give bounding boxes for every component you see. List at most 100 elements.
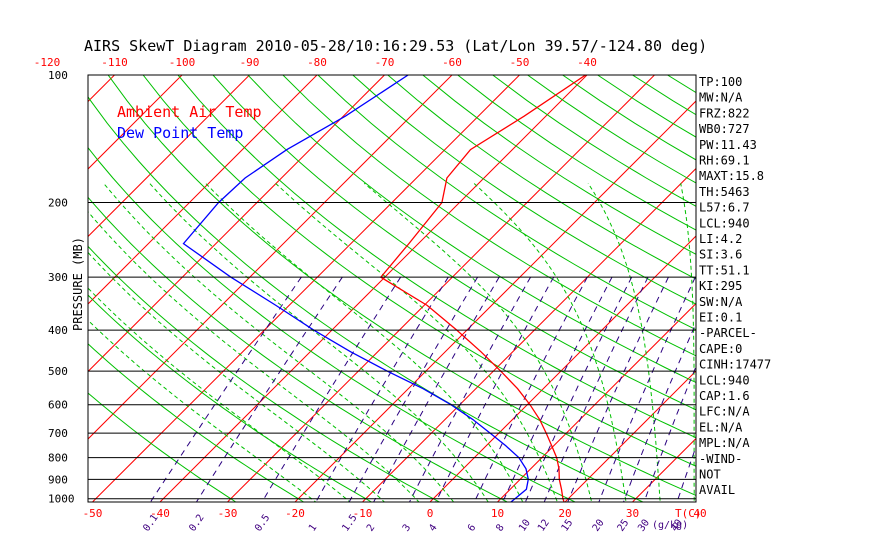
mixing-ratio-line [408, 276, 531, 502]
mixing-ratio-tick-label: 20 [591, 518, 607, 534]
mixing-ratio-tick-label: 0.5 [253, 513, 272, 534]
mixing-ratio-tick-label: 12 [536, 518, 552, 534]
mixing-ratio-line [543, 276, 649, 502]
moist-adiabat-line [88, 287, 351, 502]
index-label: SI:3.6 [699, 248, 742, 262]
data-series [182, 75, 586, 502]
chart-title: AIRS SkewT Diagram 2010-05-28/10:16:29.5… [84, 37, 707, 55]
mixing-ratio-tick-label: 10 [517, 518, 533, 534]
dry-adiabat-line [317, 75, 696, 331]
dry-adiabat-line [282, 75, 696, 357]
mixing-ratio-line [524, 276, 633, 502]
mixing-ratio-line [567, 276, 669, 502]
index-label: TP:100 [699, 75, 742, 89]
bottom-temp-tick-label: 10 [491, 507, 504, 520]
top-temp-tick-label: -90 [240, 56, 260, 69]
pressure-tick-label: 500 [48, 365, 68, 378]
dry-adiabat-line [387, 75, 696, 280]
moist-adiabat-line [473, 182, 627, 502]
pressure-tick-label: 100 [48, 69, 68, 82]
bottom-temp-tick-label: 30 [626, 507, 639, 520]
mixing-ratio-line [473, 276, 588, 502]
dry-adiabat-line [247, 75, 696, 384]
index-label: CAP:1.6 [699, 389, 750, 403]
top-temp-tick-label: -40 [577, 56, 597, 69]
pressure-tick-label: 400 [48, 324, 68, 337]
mixing-ratio-line [643, 365, 696, 502]
index-label: TH:5463 [699, 185, 750, 199]
dry-adiabat-line [177, 75, 696, 439]
isotherm-line [564, 370, 696, 502]
bottom-temp-tick-label: -50 [83, 507, 103, 520]
mixing-ratio-tick-label: 3 [401, 522, 413, 533]
index-label: NOT [699, 468, 721, 482]
mixing-ratio-line [598, 276, 696, 502]
top-temp-tick-label: -110 [101, 56, 128, 69]
mixing-ratio-tick-label: 6 [466, 522, 478, 533]
index-label: -WIND- [699, 452, 742, 466]
top-temp-tick-label: -60 [442, 56, 462, 69]
isotherm-line [0, 75, 47, 502]
moist-adiabat-line [363, 182, 593, 502]
moist-adiabat-line [587, 182, 661, 502]
mixing-ratio-line [676, 445, 696, 502]
index-label: RH:69.1 [699, 154, 750, 168]
index-label: LFC:N/A [699, 405, 750, 419]
dry-adiabat-line [212, 75, 696, 411]
moist-adiabat-line [88, 210, 420, 502]
index-label: FRZ:822 [699, 106, 750, 120]
bottom-temp-tick-label: -30 [218, 507, 238, 520]
pressure-tick-label: 800 [48, 452, 68, 465]
mixing-ratio-line [261, 276, 402, 502]
index-label: -PARCEL- [699, 326, 757, 340]
top-temp-tick-label: -80 [307, 56, 327, 69]
top-temp-tick-label: -100 [169, 56, 196, 69]
pressure-tick-label: 300 [48, 271, 68, 284]
plot-frame [87, 74, 697, 503]
bottom-axis-labels: -50 -40 -30 -20 -10 0 10 20 30 40T(C)0.1 0.2 0.5 1 1.… [83, 507, 707, 534]
bottom-temp-tick-label: -40 [150, 507, 170, 520]
mixing-ratio-line [315, 276, 449, 502]
isotherm-line [362, 167, 696, 502]
isotherm-line [88, 75, 250, 238]
mixing-ratio-line [195, 276, 343, 502]
moist-adiabat-line [103, 182, 455, 502]
dry-adiabat-line [142, 75, 696, 467]
pressure-tick-label: 600 [48, 399, 68, 412]
moist-adiabat-line [88, 319, 317, 502]
y-axis-label: PRESSURE (MB) [71, 237, 85, 331]
top-temp-tick-label: -120 [34, 56, 61, 69]
moist-adiabat-line [149, 182, 489, 502]
index-label: EI:0.1 [699, 311, 742, 325]
index-label: TT:51.1 [699, 263, 750, 277]
isotherm-line [768, 75, 870, 502]
index-label: LCL:940 [699, 373, 750, 387]
index-label: WB0:727 [699, 122, 750, 136]
isotherm-line [429, 235, 696, 502]
mixing-ratio-tick-label: 8 [494, 522, 506, 533]
bottom-temp-tick-label: 20 [558, 507, 571, 520]
isotherm-line [88, 75, 318, 305]
top-temp-tick-label: -50 [510, 56, 530, 69]
isotherm-line [497, 302, 696, 502]
mixing-ratio-tick-label: 0.2 [187, 513, 206, 534]
index-label: LI:4.2 [699, 232, 742, 246]
dry-adiabat-line [667, 75, 696, 94]
pressure-tick-label: 200 [48, 197, 68, 210]
mixing-unit-label: (g/kg) [652, 520, 688, 531]
pressure-tick-label: 900 [48, 473, 68, 486]
index-label: AVAIL [699, 483, 735, 497]
pressure-tick-label: 1000 [48, 493, 75, 506]
bottom-temp-tick-label: -20 [285, 507, 305, 520]
index-label: CINH:17477 [699, 358, 771, 372]
index-label: CAPE:0 [699, 342, 742, 356]
legend-ambient: Ambient Air Temp [117, 103, 262, 121]
dewpoint-temp-line [182, 75, 529, 502]
ambient-temp-line [379, 75, 586, 502]
index-label: MPL:N/A [699, 436, 750, 450]
isotherm-line [88, 75, 183, 170]
index-label: PW:11.43 [699, 138, 757, 152]
mixing-ratio-tick-label: 4 [427, 522, 439, 533]
